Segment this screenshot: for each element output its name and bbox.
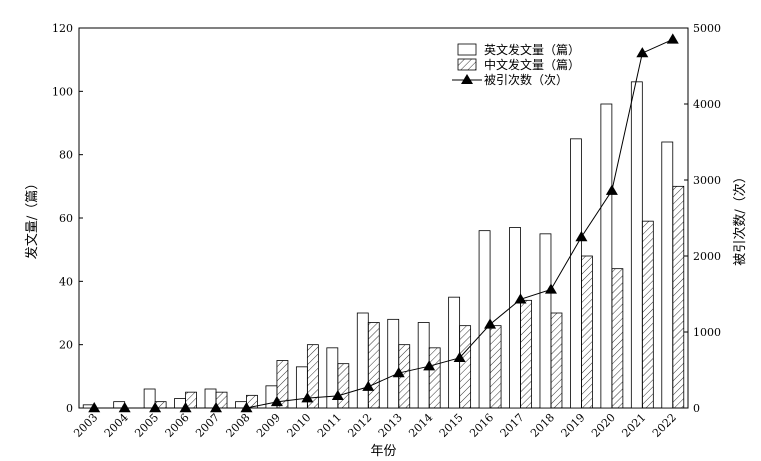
bar-chinese [306,344,319,409]
x-tick-label: 2009 [254,411,283,440]
y2-tick-label: 1000 [693,326,721,339]
bar-english [478,230,491,409]
citations-marker [575,231,588,242]
x-tick-label: 2014 [406,411,435,440]
citations-marker [514,293,527,304]
x-tick-label: 2004 [102,411,131,440]
y2-tick-label: 3000 [693,174,721,187]
citations-marker [179,402,192,413]
bar-chinese [550,312,563,409]
citations-marker [88,402,101,413]
bar-chinese [672,185,685,409]
y-tick-label: 40 [59,275,73,288]
legend-swatch-chinese [457,58,477,71]
citations-marker [636,47,649,58]
citations-marker [392,367,405,378]
legend-label-citations: 被引次数（次） [484,72,568,87]
x-tick-label: 2012 [345,411,374,440]
x-tick-label: 2022 [650,411,679,440]
x-tick-label: 2020 [589,411,618,440]
citations-marker [666,33,679,44]
y2-tick-label: 0 [693,402,700,415]
x-tick-label: 2015 [437,411,466,440]
bar-english [570,138,582,409]
citations-marker [301,392,314,403]
bar-english [387,318,400,409]
citations-marker [118,402,131,413]
x-tick-label: 2005 [132,411,161,440]
legend-label-english: 英文发文量（篇） [484,42,580,57]
bar-chinese [337,363,350,409]
x-tick-label: 2019 [559,411,588,440]
x-tick-label: 2013 [376,411,405,440]
citations-marker [240,402,253,413]
bar-english [448,296,461,409]
x-tick-label: 2003 [71,411,100,440]
bar-chinese [520,299,532,409]
x-tick-label: 2021 [619,411,648,440]
bar-chinese [489,325,502,409]
y2-tick-label: 2000 [693,250,721,263]
bar-english [630,81,643,409]
plot-area: 0 20 40 60 80 100 120 0 1000 2000 3000 4000 5000 2003… [24,22,748,459]
citations-marker [270,395,283,407]
plot-frame [78,27,689,409]
x-tick-label: 2017 [498,411,527,440]
citations-marker [149,402,162,413]
y2-tick-label: 5000 [693,22,721,35]
legend-swatch-english [457,43,477,56]
bar-english [356,312,369,409]
bar-chinese [367,322,380,409]
citations-line [94,38,673,409]
x-tick-label: 2008 [224,411,253,440]
y-tick-label: 0 [66,402,73,415]
y-tick-label: 80 [59,149,73,162]
y-tick-label: 60 [59,212,73,225]
citations-marker [544,283,557,294]
x-tick-label: 2016 [467,411,496,440]
y2-tick-label: 4000 [693,98,721,111]
bar-english [600,103,613,409]
x-tick-label: 2011 [315,411,344,440]
x-tick-label: 2006 [163,411,192,440]
x-axis-title: 年份 [370,444,396,459]
y-tick-label: 120 [52,22,73,35]
citations-marker [423,360,436,371]
citations-marker [210,402,223,413]
y-tick-label: 20 [59,339,73,352]
bar-chinese [459,325,472,409]
citations-marker [605,184,618,195]
bar-english [661,141,674,409]
bar-chinese [611,268,624,409]
legend-label-chinese: 中文发文量（篇） [484,57,580,72]
bar-chinese [246,394,258,409]
y2-axis-title: 被引次数/（次） [732,170,748,265]
bar-chinese [276,360,289,409]
bar-english [509,227,521,409]
x-tick-label: 2018 [528,411,557,440]
x-tick-label: 2007 [193,411,222,440]
bar-chinese [581,255,593,409]
bar-english [539,233,552,409]
bar-chinese [428,347,441,409]
citations-marker [484,318,497,329]
x-tick-label: 2010 [285,411,314,440]
y-axis-title: 发文量/（篇） [24,177,40,259]
citations-marker [453,351,466,363]
citations-marker [331,389,344,401]
citations-marker [362,380,375,391]
legend-marker-citations [461,74,473,84]
y-tick-label: 100 [52,85,73,98]
bar-chinese [641,220,654,409]
